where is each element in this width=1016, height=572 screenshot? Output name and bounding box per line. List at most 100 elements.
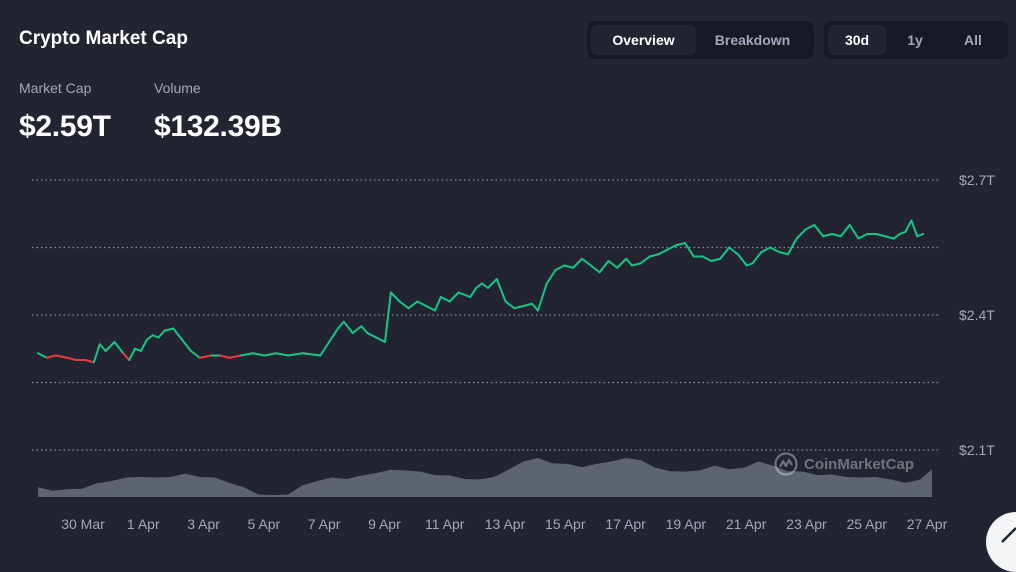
price-line-segment — [389, 291, 401, 303]
price-line-segment — [736, 253, 748, 267]
price-line-segment — [831, 233, 842, 238]
price-line-segment — [163, 327, 175, 332]
range-30d-button[interactable]: 30d — [828, 25, 886, 55]
price-line-segment — [398, 300, 410, 310]
price-line-segment — [384, 291, 392, 343]
price-line-segment — [134, 347, 142, 352]
tab-overview[interactable]: Overview — [591, 25, 696, 55]
price-line-segment — [745, 262, 754, 267]
market-cap-value: $2.59T — [19, 110, 111, 143]
price-line-segment — [675, 242, 686, 247]
volume-stat: Volume $132.39B — [154, 80, 282, 144]
price-line-segment — [263, 352, 278, 357]
price-line-segment — [795, 228, 807, 240]
price-line-segment — [157, 329, 166, 339]
price-line-segment — [666, 244, 678, 251]
price-line-segment — [839, 224, 851, 238]
price-line-segment — [434, 296, 442, 312]
price-line-segment — [122, 352, 131, 361]
price-line-segment — [92, 343, 101, 364]
price-line-segment — [616, 257, 628, 269]
price-line-segment — [589, 264, 601, 274]
price-line-segment — [66, 356, 78, 361]
price-line-segment — [813, 224, 825, 238]
price-line-segment — [360, 325, 369, 334]
price-line-segment — [198, 354, 213, 359]
price-line-segment — [504, 300, 516, 310]
price-line-segment — [701, 255, 713, 262]
price-line-segment — [251, 352, 266, 357]
price-line-segment — [375, 336, 387, 343]
price-line-segment — [45, 354, 57, 359]
range-toggle: 30d 1y All — [824, 21, 1008, 59]
price-line-segment — [710, 257, 722, 262]
price-line-segment — [892, 233, 901, 240]
price-line-segment — [104, 341, 116, 352]
price-line-segment — [98, 343, 107, 352]
range-all-button[interactable]: All — [944, 25, 1002, 55]
price-line-segment — [151, 334, 160, 339]
price-line-segment — [531, 302, 539, 312]
price-line-segment — [145, 334, 154, 341]
price-line-segment — [631, 262, 642, 267]
x-tick-label: 23 Apr — [786, 516, 827, 532]
price-line-segment — [407, 300, 419, 310]
price-line-segment — [648, 253, 660, 258]
price-line-segment — [286, 352, 304, 357]
price-line-segment — [657, 248, 669, 256]
price-line-segment — [351, 325, 363, 334]
x-tick-label: 1 Apr — [127, 516, 160, 532]
price-line-segment — [495, 278, 507, 303]
x-tick-label: 27 Apr — [907, 516, 948, 532]
price-line-segment — [786, 237, 798, 256]
price-line-segment — [760, 246, 772, 253]
price-line-segment — [536, 282, 548, 312]
expand-icon — [1001, 527, 1016, 543]
price-line-segment — [883, 235, 895, 240]
price-line-segment — [904, 219, 913, 233]
price-line-segment — [319, 327, 339, 357]
price-line-segment — [728, 246, 739, 256]
price-line-segment — [84, 359, 95, 364]
price-line-segment — [172, 327, 184, 341]
price-line-segment — [639, 255, 651, 265]
x-tick-label: 3 Apr — [187, 516, 220, 532]
x-tick-label: 15 Apr — [545, 516, 586, 532]
price-line-segment — [719, 246, 731, 260]
price-line-segment — [513, 305, 525, 310]
market-cap-stat: Market Cap $2.59T — [19, 80, 111, 144]
x-tick-label: 7 Apr — [308, 516, 341, 532]
price-line-segment — [448, 291, 460, 303]
price-line-segment — [54, 354, 69, 359]
price-line-segment — [875, 233, 886, 238]
price-line-segment — [563, 264, 575, 269]
x-tick-label: 21 Apr — [726, 516, 767, 532]
price-line-segment — [219, 354, 231, 359]
x-tick-label: 17 Apr — [605, 516, 646, 532]
market-cap-chart[interactable]: $2.7T $2.4T $2.1T 30 Mar 1 Apr 3 Apr 5 Apr 7 Ap… — [0, 0, 1016, 544]
price-line-segment — [275, 352, 289, 357]
price-line-segment — [857, 233, 869, 240]
price-line-segment — [37, 352, 48, 359]
price-line-segment — [822, 233, 834, 238]
price-line-segment — [128, 347, 137, 361]
price-line-segment — [751, 251, 763, 265]
price-line-segment — [416, 300, 428, 307]
market-cap-label: Market Cap — [19, 80, 92, 96]
price-line-segment — [481, 282, 489, 289]
price-line-segment — [581, 257, 592, 267]
price-line-segment — [910, 219, 919, 238]
x-tick-label: 30 Mar — [61, 516, 105, 532]
price-line-segment — [598, 260, 610, 274]
price-line-segment — [301, 352, 322, 357]
x-tick-label: 9 Apr — [368, 516, 401, 532]
price-line-segment — [916, 233, 925, 238]
price-line-segment — [366, 332, 378, 339]
tab-breakdown[interactable]: Breakdown — [696, 25, 809, 55]
price-line-segment — [457, 291, 472, 298]
range-1y-button[interactable]: 1y — [886, 25, 944, 55]
price-line-segment — [239, 352, 254, 357]
page-title: Crypto Market Cap — [19, 28, 188, 49]
y-tick-label: $2.1T — [959, 442, 995, 458]
y-tick-label: $2.4T — [959, 307, 995, 323]
